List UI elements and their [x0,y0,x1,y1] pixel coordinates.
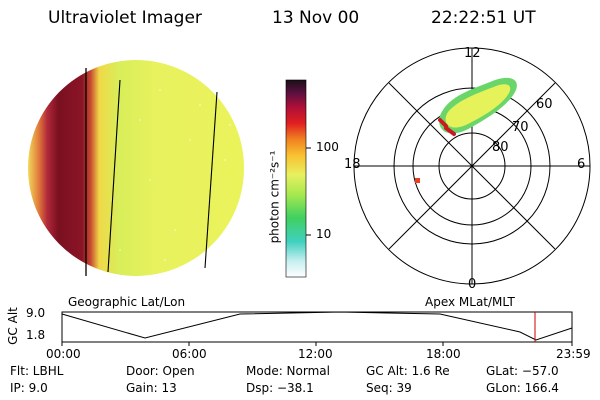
status-filter: Flt: LBHL [10,364,64,378]
globe-caption: Geographic Lat/Lon [68,295,186,309]
altitude-ytick: 1.8 [26,328,46,342]
mlt-label-midnight: 0 [468,277,477,292]
status-glon: GLon: 166.4 [486,381,559,395]
status-door: Door: Open [126,364,195,378]
altitude-ylabel: GC Alt [5,307,20,345]
status-mode: Mode: Normal [246,364,330,378]
mlt-axis-diag-2 [388,82,556,250]
mlat-label: 60 [536,97,553,112]
colorbar-tick-label: 100 [316,140,339,154]
colorbar [285,79,311,278]
colorbar-unit-label: photon cm⁻²s⁻¹ [267,150,282,244]
altitude-curve [61,311,573,341]
altitude-plot [61,311,573,346]
mlt-label-noon: 12 [464,46,481,61]
status-ip: IP: 9.0 [10,381,48,395]
polar-plot [353,47,591,285]
meridian-line [107,79,121,273]
status-dsp: Dsp: −38.1 [246,381,314,395]
date-label: 13 Nov 00 [272,8,360,28]
altitude-xtick: 06:00 [172,347,207,361]
colorbar-ramp [285,79,307,278]
mlt-label-dusk: 18 [344,157,361,172]
time-label: 22:22:51 UT [431,8,536,28]
globe-disk [28,60,244,276]
aurora-spot [415,178,420,183]
altitude-frame [61,311,573,343]
polar-caption: Apex MLat/MLT [425,295,515,309]
meridian-line [204,91,218,269]
aurora-emission [415,77,517,183]
colorbar-tick-label: 10 [316,227,332,241]
altitude-xtick: 12:00 [298,347,333,361]
altitude-xtick: 23:59 [556,347,591,361]
altitude-ytick: 9.0 [26,306,46,320]
mlat-label: 80 [492,140,509,155]
status-seq: Seq: 39 [366,381,412,395]
status-glat: GLat: −57.0 [486,364,559,378]
mlat-label: 70 [512,120,529,135]
status-gain: Gain: 13 [126,381,177,395]
globe-image [28,60,244,276]
altitude-xtick: 00:00 [46,347,81,361]
instrument-title: Ultraviolet Imager [48,8,202,28]
altitude-xtick: 18:00 [426,347,461,361]
status-gc-alt: GC Alt: 1.6 Re [366,364,450,378]
mlt-label-dawn: 6 [577,157,586,172]
